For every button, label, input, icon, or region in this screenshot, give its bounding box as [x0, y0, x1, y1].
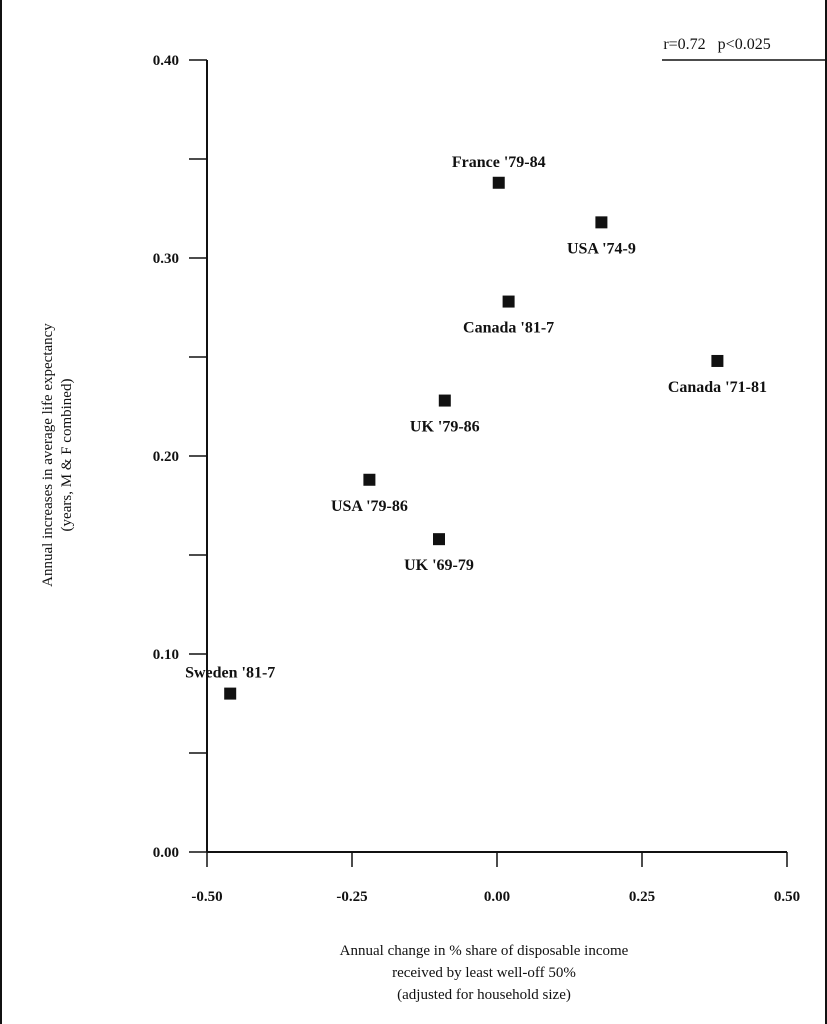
- data-point-marker: [711, 354, 724, 367]
- y-tick-label: 0.10: [153, 647, 179, 663]
- data-point-label: Sweden '81-7: [185, 665, 275, 682]
- x-tick-label: 0.50: [774, 889, 800, 905]
- x-tick-label: -0.25: [336, 889, 367, 905]
- data-point-label: France '79-84: [452, 154, 546, 171]
- data-point-label: UK '69-79: [404, 557, 474, 574]
- data-point-marker: [502, 295, 515, 308]
- data-point-marker: [595, 216, 608, 229]
- x-axis-title-line-3: (adjusted for household size): [397, 987, 571, 1003]
- data-point-marker: [363, 473, 376, 486]
- x-ticks: -0.50 -0.25 0.00 0.25 0.50: [191, 852, 800, 905]
- data-point-marker: [492, 176, 505, 189]
- data-point-label: Canada '81-7: [463, 320, 554, 337]
- data-point-label: USA '79-86: [331, 498, 408, 515]
- data-point-marker: [433, 533, 445, 546]
- y-tick-label: 0.30: [153, 251, 179, 267]
- data-point-label: Canada '71-81: [668, 379, 767, 396]
- x-axis-title-line-2: received by least well-off 50%: [392, 965, 576, 981]
- y-ticks: 0.00 0.10 0.20 0.30 0.40: [153, 53, 207, 861]
- stats-annotation: r=0.72 p<0.025: [663, 36, 770, 53]
- y-tick-label: 0.20: [153, 449, 179, 465]
- x-axis-title-line-1: Annual change in % share of disposable i…: [340, 943, 629, 959]
- y-tick-label: 0.00: [153, 845, 179, 861]
- data-point-label: USA '74-9: [567, 240, 636, 257]
- data-point-label: UK '79-86: [410, 419, 480, 436]
- x-tick-label: 0.25: [629, 889, 655, 905]
- x-tick-label: -0.50: [191, 889, 222, 905]
- data-points: France '79-84 USA '74-9 Canada '81-7 Canada…: [185, 154, 767, 700]
- y-axis-title-line-1: Annual increases in average life expecta…: [40, 323, 56, 587]
- data-point-marker: [224, 687, 237, 700]
- x-tick-label: 0.00: [484, 889, 510, 905]
- data-point-marker: [438, 394, 451, 407]
- y-tick-label: 0.40: [153, 53, 179, 69]
- y-axis-title-line-2: (years, M & F combined): [59, 379, 75, 532]
